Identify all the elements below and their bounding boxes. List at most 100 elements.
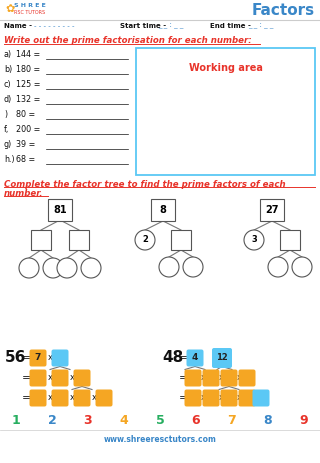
FancyBboxPatch shape [29,389,46,407]
Text: 3: 3 [251,236,257,244]
Text: Working area: Working area [188,63,262,73]
Circle shape [159,257,179,277]
FancyBboxPatch shape [74,369,91,387]
Circle shape [57,258,77,278]
Text: 80 =: 80 = [16,110,35,119]
FancyBboxPatch shape [52,369,68,387]
Text: 7: 7 [228,413,236,426]
Text: 8: 8 [160,205,166,215]
Text: End time -: End time - [210,23,251,29]
FancyBboxPatch shape [220,369,237,387]
FancyBboxPatch shape [187,350,204,367]
FancyBboxPatch shape [238,389,255,407]
Text: =: = [22,373,31,383]
FancyBboxPatch shape [238,369,255,387]
Text: 3: 3 [84,413,92,426]
Text: 132 =: 132 = [16,95,40,104]
Text: 81: 81 [53,205,67,215]
Text: 125 =: 125 = [16,80,41,89]
Text: b): b) [4,65,12,74]
Text: _ _ : _ _: _ _ : _ _ [158,23,183,29]
Text: 6: 6 [192,413,200,426]
Text: - - - - - - - - -: - - - - - - - - - [34,23,75,29]
FancyBboxPatch shape [52,389,68,407]
FancyBboxPatch shape [74,389,91,407]
Text: 200 =: 200 = [16,125,40,134]
Text: Complete the factor tree to find the prime factors of each: Complete the factor tree to find the pri… [4,180,286,189]
Text: 4: 4 [192,353,198,363]
FancyBboxPatch shape [95,389,113,407]
Text: _ _ : _ _: _ _ : _ _ [248,23,273,29]
FancyBboxPatch shape [203,369,220,387]
Text: d): d) [4,95,12,104]
Text: =: = [22,393,31,403]
Text: =: = [179,393,188,403]
Text: Write out the prime factorisation for each number:: Write out the prime factorisation for ea… [4,36,252,45]
Text: 2: 2 [142,236,148,244]
Text: f,: f, [4,125,9,134]
Circle shape [183,257,203,277]
FancyBboxPatch shape [171,230,191,250]
Text: 144 =: 144 = [16,50,40,59]
Text: Factors: Factors [252,3,315,18]
Text: h.): h.) [4,155,15,164]
Text: S H R E E: S H R E E [14,3,46,8]
Circle shape [43,258,63,278]
Text: RSC TUTORS: RSC TUTORS [14,10,45,15]
Circle shape [244,230,264,250]
Text: ✿: ✿ [5,4,14,14]
FancyBboxPatch shape [185,369,202,387]
Text: =: = [179,373,188,383]
FancyBboxPatch shape [69,230,89,250]
FancyBboxPatch shape [151,199,175,221]
Text: ): ) [4,110,7,119]
Text: 8: 8 [264,413,272,426]
Text: 12: 12 [216,353,228,363]
Text: x: x [237,374,242,382]
Text: x: x [201,374,206,382]
Text: www.shreeresctutors.com: www.shreeresctutors.com [104,436,216,444]
FancyBboxPatch shape [260,199,284,221]
FancyBboxPatch shape [280,230,300,250]
Text: x: x [70,374,75,382]
FancyBboxPatch shape [212,348,232,368]
Text: c): c) [4,80,12,89]
Text: x: x [237,394,242,402]
Text: x: x [48,394,53,402]
Text: x: x [92,394,97,402]
Text: 39 =: 39 = [16,140,36,149]
Circle shape [19,258,39,278]
Text: 2: 2 [48,413,56,426]
Text: number.: number. [4,189,44,198]
Text: x: x [48,374,53,382]
FancyBboxPatch shape [252,389,269,407]
Text: x: x [201,394,206,402]
Text: x: x [70,394,75,402]
Text: 27: 27 [265,205,279,215]
FancyBboxPatch shape [220,389,237,407]
Circle shape [81,258,101,278]
Text: Name -: Name - [4,23,32,29]
Text: 5: 5 [156,413,164,426]
Text: Start time -: Start time - [120,23,166,29]
Text: a): a) [4,50,12,59]
Text: 180 =: 180 = [16,65,40,74]
Text: 48: 48 [162,350,183,365]
FancyBboxPatch shape [185,389,202,407]
FancyBboxPatch shape [203,389,220,407]
FancyBboxPatch shape [31,230,51,250]
FancyBboxPatch shape [29,350,46,367]
Text: x: x [48,353,53,363]
FancyBboxPatch shape [48,199,72,221]
Text: x: x [219,394,224,402]
FancyBboxPatch shape [52,350,68,367]
Text: 9: 9 [300,413,308,426]
Text: 56: 56 [5,350,26,365]
FancyBboxPatch shape [136,48,315,175]
Circle shape [135,230,155,250]
Text: x: x [219,374,224,382]
Text: =: = [179,353,188,363]
Text: 4: 4 [120,413,128,426]
Circle shape [292,257,312,277]
FancyBboxPatch shape [29,369,46,387]
